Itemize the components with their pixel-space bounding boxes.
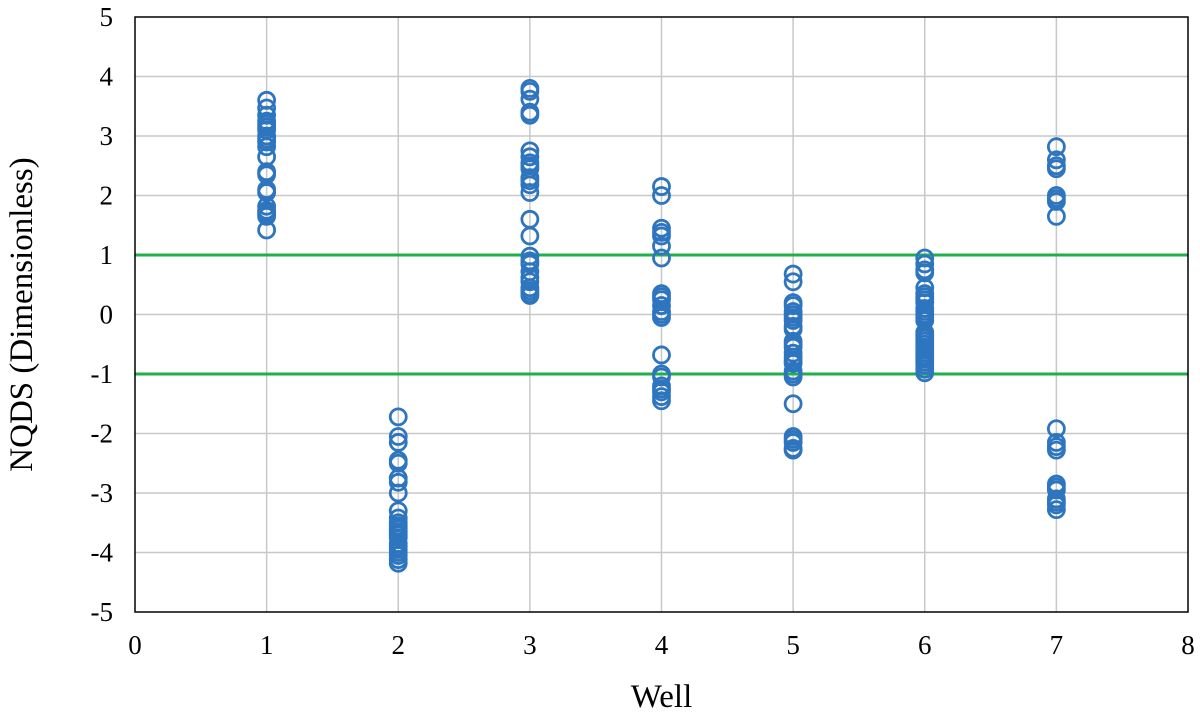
data-point [652, 226, 671, 246]
data-point [388, 433, 408, 452]
y-axis-title: NQDS (Dimensionless) [4, 157, 40, 471]
data-point [257, 206, 277, 226]
data-point [1046, 159, 1066, 179]
data-point [652, 186, 671, 205]
data-point [1046, 500, 1066, 520]
x-tick-label: 1 [260, 630, 274, 660]
data-point [783, 394, 803, 414]
data-point [652, 345, 671, 365]
data-point [1046, 137, 1066, 157]
data-point [257, 137, 277, 157]
data-point [783, 311, 803, 330]
y-axis-ticks: -5 -4 -3 -2 -1 0 1 2 3 4 5 [91, 2, 114, 627]
data-point [520, 286, 540, 305]
data-points [257, 79, 1066, 573]
y-tick-label: -2 [91, 419, 114, 449]
data-point [1046, 440, 1066, 460]
y-tick-label: 5 [100, 2, 114, 32]
x-tick-label: 3 [523, 630, 537, 660]
data-point [520, 81, 540, 101]
data-point [652, 248, 671, 268]
x-tick-label: 6 [918, 630, 932, 660]
data-point [520, 254, 540, 274]
data-point [388, 472, 408, 492]
data-point [257, 220, 277, 240]
x-tick-label: 5 [786, 630, 800, 660]
data-point [520, 272, 540, 292]
x-tick-label: 4 [655, 630, 669, 660]
data-point [652, 308, 671, 327]
x-axis-ticks: 0 1 2 3 4 5 6 7 8 [128, 630, 1195, 660]
data-point [520, 226, 540, 246]
x-tick-label: 2 [392, 630, 406, 660]
data-point [915, 254, 935, 274]
plot-area-frame [134, 16, 1189, 613]
data-point [783, 264, 803, 284]
x-axis-title: Well [631, 679, 693, 715]
x-tick-label: 7 [1050, 630, 1064, 660]
data-point [388, 553, 408, 573]
y-tick-label: -4 [91, 538, 114, 568]
y-tick-label: 2 [100, 181, 114, 211]
data-point [520, 175, 540, 195]
data-point [520, 183, 540, 202]
data-point [915, 363, 935, 383]
data-point [652, 236, 671, 256]
y-tick-label: 1 [100, 240, 114, 270]
data-point [1046, 150, 1066, 170]
data-point [388, 483, 408, 503]
data-point [652, 296, 671, 315]
x-tick-label: 0 [128, 630, 142, 660]
data-point [783, 433, 803, 452]
y-tick-label: 0 [100, 300, 114, 330]
y-tick-label: 3 [100, 121, 114, 151]
data-point [520, 147, 540, 167]
data-point [783, 367, 803, 387]
data-point [652, 391, 671, 411]
data-point [388, 407, 408, 427]
data-point [388, 427, 408, 446]
y-tick-label: -1 [91, 359, 114, 389]
y-tick-label: -3 [91, 478, 114, 508]
data-point [652, 177, 671, 196]
x-tick-label: 8 [1181, 630, 1195, 660]
data-point [1046, 419, 1066, 439]
data-point [520, 105, 540, 125]
y-tick-label: 4 [100, 62, 114, 92]
data-point [783, 353, 803, 373]
data-point [783, 440, 803, 460]
y-tick-label: -5 [91, 597, 114, 627]
data-point [257, 183, 277, 202]
data-point [1046, 206, 1066, 226]
data-point [783, 272, 803, 292]
